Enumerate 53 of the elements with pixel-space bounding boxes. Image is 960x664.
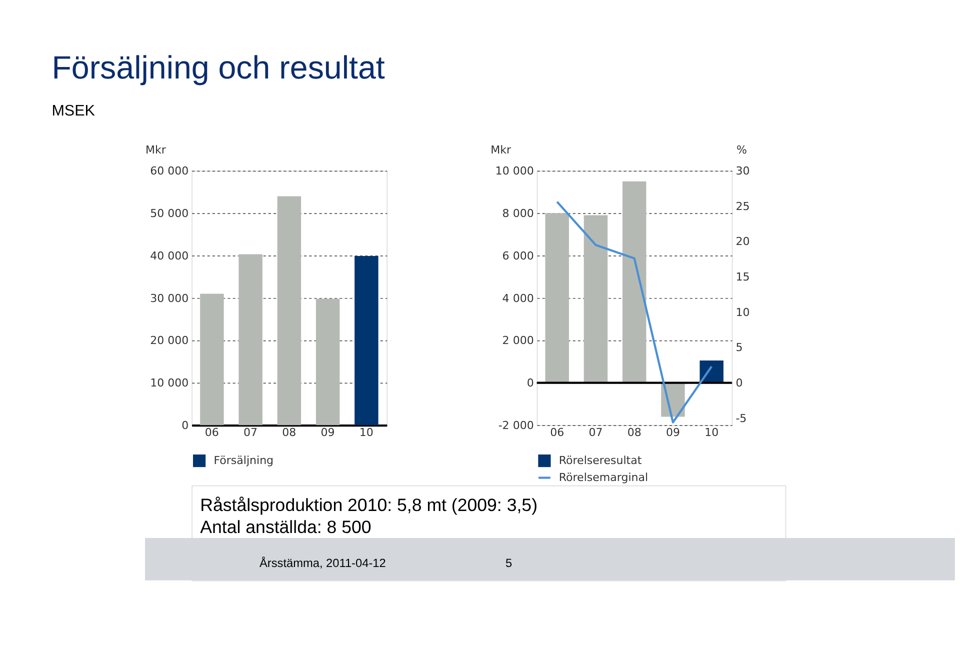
chart-title: Försäljning och resultat [52,49,385,86]
y2-tick-label: 30 [736,164,750,178]
x-tick-label: 07 [588,426,603,439]
y-tick-label: 30 000 [150,292,189,305]
legend-label: Rörelsemarginal [558,471,648,484]
y-axis-title: Mkr [490,143,512,156]
x-tick-label: 09 [666,426,680,439]
y-tick-label: 40 000 [150,249,189,262]
text: Råstålsproduktion 2010: 5,8 mt (2009: 3,5) [200,494,538,515]
chart-subtitle: MSEK [52,102,95,120]
x-tick-label: 06 [204,426,219,439]
x-tick-label: 08 [282,426,296,439]
bar [545,213,569,383]
y2-tick-label: -5 [736,412,747,425]
y2-tick-label: 15 [736,270,750,284]
y2-tick-label: 0 [736,376,743,390]
bar [354,256,378,426]
y2-axis-title: % [736,143,748,156]
y2-tick-label: 10 [736,306,750,319]
bar [238,254,262,426]
y-tick-label: 6 000 [502,249,534,262]
legend-label: Rörelseresultat [558,454,642,468]
bar [277,196,302,426]
text: 5 [505,556,512,570]
bar [200,294,224,426]
text: Årsstämma, 2011-04-12 [260,556,386,570]
y-tick-label: 2 000 [502,334,534,348]
x-tick-label: 06 [550,426,564,439]
y-tick-label: 8 000 [502,206,534,220]
y-tick-label: 4 000 [502,292,534,305]
line-series [556,200,713,424]
y-tick-label: 10 000 [495,164,534,178]
y-tick-label: 60 000 [150,164,189,178]
bar [622,181,646,383]
bar [316,298,340,426]
y-tick-label: 0 [182,418,189,432]
y2-tick-label: 20 [736,235,750,248]
y2-tick-label: 25 [736,200,750,213]
x-tick-label: 10 [704,426,719,439]
y-axis-title: Mkr [145,143,166,156]
x-tick-label: 09 [320,426,335,439]
y-tick-label: 0 [526,376,534,390]
y2-tick-label: 5 [736,341,743,354]
y-tick-label: 10 000 [150,376,189,390]
bar [584,215,608,383]
x-tick-label: 10 [359,426,374,439]
x-tick-label: 08 [627,426,642,439]
y-tick-label: 20 000 [150,334,189,348]
text: Antal anställda: 8 500 [200,516,372,537]
y-tick-label: 50 000 [150,206,189,220]
y-tick-label: -2 000 [498,418,534,432]
x-tick-label: 07 [244,426,258,439]
legend-label: Försäljning [214,454,274,468]
